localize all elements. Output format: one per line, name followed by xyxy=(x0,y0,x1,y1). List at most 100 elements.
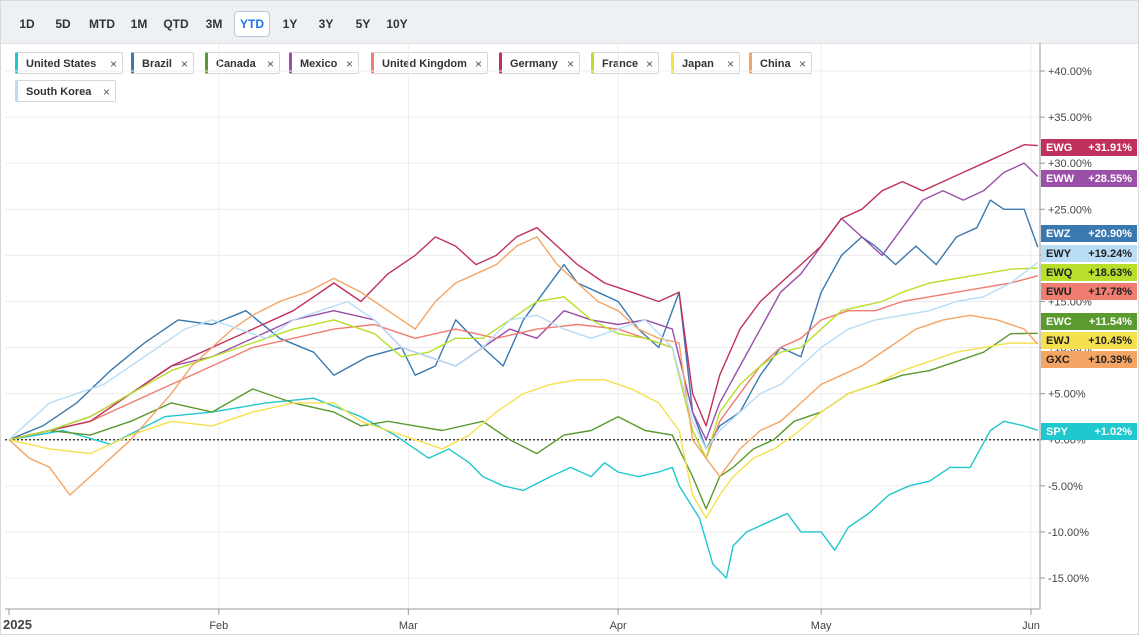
end-label-ticker: SPY xyxy=(1046,426,1069,438)
end-label-box xyxy=(1041,264,1137,281)
end-label-gxc: GXC +10.39% xyxy=(1041,351,1137,368)
legend-chip-label: Brazil xyxy=(142,58,172,70)
end-label-ticker: GXC xyxy=(1046,354,1070,366)
end-label-box xyxy=(1041,332,1137,349)
end-label-ticker: EWJ xyxy=(1046,335,1070,347)
close-icon[interactable]: × xyxy=(266,57,274,71)
range-selector: 1D 5D MTD 1M QTD 3M YTD 1Y 3Y 5Y 10Y xyxy=(1,1,1138,44)
legend-chip-label: United States xyxy=(26,58,97,70)
end-label-eww: EWW +28.55% xyxy=(1041,170,1137,187)
legend-chip-france[interactable]: France × xyxy=(591,52,659,74)
end-label-ticker: EWW xyxy=(1046,173,1075,185)
x-tick-label: Feb xyxy=(209,620,228,632)
end-label-value: +19.24% xyxy=(1088,248,1132,260)
end-label-ewc: EWC +11.54% xyxy=(1041,313,1137,330)
end-label-ewg: EWG +31.91% xyxy=(1041,139,1137,156)
y-tick-label: +40.00% xyxy=(1048,66,1092,78)
range-button-1d[interactable]: 1D xyxy=(19,17,35,31)
end-label-value: +28.55% xyxy=(1088,173,1132,185)
end-label-ewu: EWU +17.78% xyxy=(1041,283,1137,300)
end-label-ewq: EWQ +18.63% xyxy=(1041,264,1137,281)
range-button-qtd[interactable]: QTD xyxy=(163,17,189,31)
end-label-ticker: EWU xyxy=(1046,286,1072,298)
range-button-mtd[interactable]: MTD xyxy=(89,17,115,31)
legend-chip-label: United Kingdom xyxy=(382,58,467,70)
end-label-value: +11.54% xyxy=(1089,316,1132,328)
series-lines xyxy=(8,144,1039,579)
end-label-ticker: EWQ xyxy=(1046,267,1073,279)
end-label-value: +10.45% xyxy=(1088,335,1132,347)
range-button-5y[interactable]: 5Y xyxy=(355,17,371,31)
range-button-1m[interactable]: 1M xyxy=(130,17,148,31)
y-tick-label: -15.00% xyxy=(1048,573,1089,585)
legend-chip-label: Canada xyxy=(216,58,256,70)
range-button-5d[interactable]: 5D xyxy=(55,17,71,31)
series-line-japan[interactable] xyxy=(8,342,1038,519)
y-tick-label: -5.00% xyxy=(1048,481,1083,493)
comparison-line-chart: +40.00%+35.00%+30.00%+25.00%+20.00%+15.0… xyxy=(3,43,1137,632)
close-icon[interactable]: × xyxy=(109,57,117,71)
end-label-ticker: EWZ xyxy=(1046,228,1071,240)
close-icon[interactable]: × xyxy=(180,57,188,71)
legend-chip-china[interactable]: China × xyxy=(749,52,812,74)
legend-chip-canada[interactable]: Canada × xyxy=(205,52,280,74)
legend-chip-united-states[interactable]: United States × xyxy=(15,52,123,74)
close-icon[interactable]: × xyxy=(474,57,482,71)
end-label-box xyxy=(1041,225,1137,242)
end-label-box xyxy=(1041,245,1137,262)
end-label-spy: SPY +1.02% xyxy=(1041,423,1137,440)
close-icon[interactable]: × xyxy=(102,85,110,99)
end-label-box xyxy=(1041,423,1137,440)
range-button-ytd[interactable]: YTD xyxy=(234,11,270,37)
series-line-south-korea[interactable] xyxy=(8,261,1039,450)
x-axis: 2025 Feb Mar Apr May Jun xyxy=(3,608,1040,632)
range-button-1y[interactable]: 1Y xyxy=(282,17,298,31)
legend-chip-brazil[interactable]: Brazil × xyxy=(131,52,194,74)
series-line-united-kingdom[interactable] xyxy=(8,275,1038,459)
legend-chip-germany[interactable]: Germany × xyxy=(499,52,580,74)
end-label-ewy: EWY +19.24% xyxy=(1041,245,1137,262)
end-label-value: +1.02% xyxy=(1094,426,1132,438)
x-tick-label: Jun xyxy=(1022,620,1040,632)
x-tick-label: 2025 xyxy=(3,617,32,632)
series-line-mexico[interactable] xyxy=(8,162,1039,441)
y-tick-label: +25.00% xyxy=(1048,204,1092,216)
range-button-3y[interactable]: 3Y xyxy=(318,17,334,31)
legend-chip-united-kingdom[interactable]: United Kingdom × xyxy=(371,52,488,74)
close-icon[interactable]: × xyxy=(645,57,653,71)
grid-lines xyxy=(5,43,1040,609)
close-icon[interactable]: × xyxy=(798,57,806,71)
legend-chip-label: Germany xyxy=(510,58,558,70)
x-tick-label: May xyxy=(811,620,832,632)
series-line-brazil[interactable] xyxy=(8,199,1039,450)
series-line-germany[interactable] xyxy=(8,144,1038,441)
end-label-ewz: EWZ +20.90% xyxy=(1041,225,1137,242)
series-line-china[interactable] xyxy=(8,236,1039,496)
series-line-france[interactable] xyxy=(8,267,1038,459)
series-line-united-states[interactable] xyxy=(8,397,1039,579)
close-icon[interactable]: × xyxy=(726,57,734,71)
end-label-value: +10.39% xyxy=(1088,354,1132,366)
end-label-value: +18.63% xyxy=(1088,267,1132,279)
legend-chip-south-korea[interactable]: South Korea × xyxy=(15,80,116,102)
end-label-ewj: EWJ +10.45% xyxy=(1041,332,1137,349)
end-label-box xyxy=(1041,351,1137,368)
range-button-3m[interactable]: 3M xyxy=(205,17,223,31)
y-tick-label: +35.00% xyxy=(1048,112,1092,124)
legend-chip-mexico[interactable]: Mexico × xyxy=(289,52,359,74)
end-label-box xyxy=(1041,170,1137,187)
y-tick-label: -10.00% xyxy=(1048,527,1089,539)
end-label-value: +31.91% xyxy=(1088,142,1132,154)
series-line-canada[interactable] xyxy=(8,332,1038,510)
close-icon[interactable]: × xyxy=(345,57,353,71)
close-icon[interactable]: × xyxy=(566,57,574,71)
end-label-value: +20.90% xyxy=(1088,228,1132,240)
range-button-10y[interactable]: 10Y xyxy=(386,17,408,31)
y-tick-label: +5.00% xyxy=(1048,389,1086,401)
y-tick-label: +30.00% xyxy=(1048,158,1092,170)
legend-chip-japan[interactable]: Japan × xyxy=(671,52,740,74)
end-label-ticker: EWC xyxy=(1046,316,1072,328)
x-tick-label: Mar xyxy=(399,620,418,632)
end-value-labels: EWG +31.91% EWW +28.55% EWZ +20.90% EWY +19.24%… xyxy=(1041,139,1137,440)
end-label-value: +17.78% xyxy=(1088,286,1132,298)
